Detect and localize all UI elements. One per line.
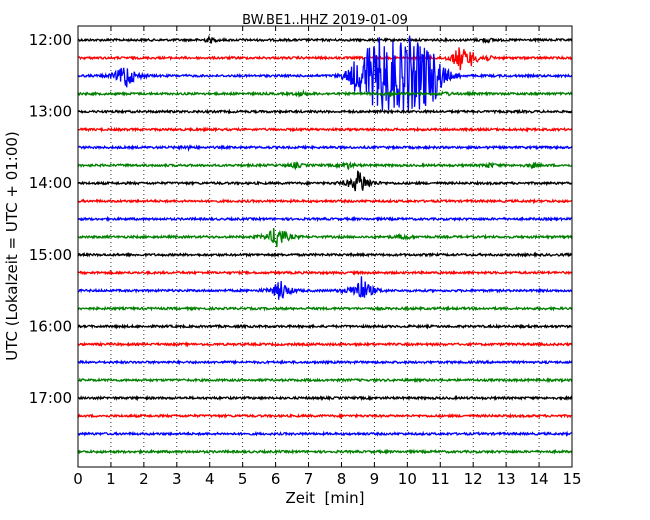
- x-tick-label: 7: [304, 470, 314, 488]
- x-tick-label: 12: [464, 470, 483, 488]
- trace-1345: [77, 160, 573, 171]
- x-tick-label: 4: [205, 470, 215, 488]
- y-tick-label: 12:00: [29, 31, 72, 49]
- y-tick-label: 17:00: [29, 389, 72, 407]
- trace-1545: [77, 305, 573, 312]
- trace-1745: [77, 448, 573, 455]
- x-tick-label: 5: [238, 470, 248, 488]
- x-tick-label: 0: [73, 470, 83, 488]
- x-tick-label: 9: [370, 470, 380, 488]
- trace-1445: [77, 228, 573, 248]
- trace-1600: [77, 323, 573, 330]
- trace-1515: [77, 269, 573, 276]
- y-tick-label: 15:00: [29, 246, 72, 264]
- chart-title: BW.BE1..HHZ 2019-01-09: [242, 13, 408, 28]
- x-tick-label: 13: [497, 470, 516, 488]
- y-axis: 12:00 13:00 14:00 15:00 16:00 17:00: [29, 31, 572, 407]
- plot-frame: [77, 25, 573, 468]
- trace-1245: [77, 88, 573, 99]
- trace-1200: [77, 34, 573, 44]
- x-tick-label: 10: [398, 470, 417, 488]
- trace-1300: [77, 108, 573, 115]
- x-axis-label: Zeit [min]: [285, 489, 364, 507]
- trace-1645: [77, 376, 573, 384]
- grid-lines: [110, 26, 540, 467]
- trace-1500: [77, 251, 573, 259]
- x-tick-label: 1: [106, 470, 116, 488]
- x-axis: 0 1 2 3 4 5 6 7 8 9 10 11 12 13 14 15: [73, 26, 582, 488]
- trace-1530: [77, 276, 573, 300]
- x-tick-label: 3: [172, 470, 182, 488]
- y-tick-label: 16:00: [29, 317, 72, 335]
- trace-group: [77, 34, 573, 455]
- trace-1430: [77, 215, 573, 223]
- trace-1715: [77, 412, 573, 420]
- trace-1215: [77, 47, 573, 71]
- trace-1615: [77, 341, 573, 348]
- x-tick-label: 8: [337, 470, 347, 488]
- trace-1700: [77, 394, 573, 402]
- x-tick-label: 15: [562, 470, 581, 488]
- trace-1330: [77, 144, 573, 153]
- trace-1630: [77, 359, 573, 366]
- trace-1230: [77, 35, 573, 112]
- x-tick-label: 11: [431, 470, 450, 488]
- trace-1730: [77, 430, 573, 438]
- trace-1400: [77, 170, 573, 192]
- trace-1315: [77, 126, 573, 133]
- x-tick-label: 14: [530, 470, 549, 488]
- x-tick-label: 2: [139, 470, 149, 488]
- y-tick-label: 14:00: [29, 174, 72, 192]
- y-axis-label: UTC (Lokalzeit = UTC + 01:00): [3, 131, 21, 361]
- x-tick-label: 6: [271, 470, 281, 488]
- y-tick-label: 13:00: [29, 103, 72, 121]
- trace-1415: [77, 197, 573, 205]
